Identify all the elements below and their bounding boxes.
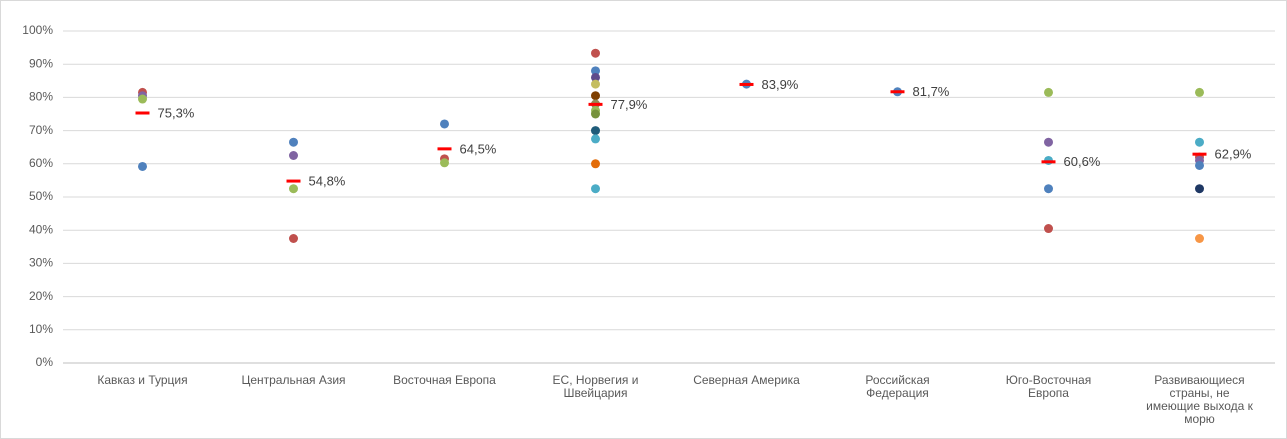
dot xyxy=(1195,160,1204,170)
dot xyxy=(591,91,600,101)
dot xyxy=(591,72,600,82)
y-tick-label: 60% xyxy=(29,156,53,170)
x-tick-label: Северная Америка xyxy=(693,373,800,387)
dot xyxy=(138,161,147,171)
dot xyxy=(1044,87,1053,97)
dot xyxy=(289,234,298,243)
dot xyxy=(591,109,600,119)
dot xyxy=(591,134,600,144)
mean-marker xyxy=(588,102,603,106)
dot xyxy=(289,151,298,160)
x-tick-label: Развивающиеся страны, не имеющие выхода … xyxy=(1146,373,1253,426)
dot xyxy=(591,159,600,169)
mean-marker xyxy=(1041,160,1056,164)
mean-marker xyxy=(286,179,301,183)
y-tick-label: 0% xyxy=(36,355,54,369)
mean-marker xyxy=(135,111,150,115)
y-tick-label: 90% xyxy=(29,56,53,70)
dot xyxy=(591,79,600,89)
dot xyxy=(1195,137,1204,147)
mean-marker xyxy=(890,90,905,94)
mean-label: 64,5% xyxy=(460,141,497,156)
x-tick-label: Российская Федерация xyxy=(865,373,930,400)
y-tick-label: 30% xyxy=(29,256,53,270)
dot xyxy=(138,94,147,104)
dot xyxy=(289,184,298,194)
mean-marker xyxy=(739,82,754,86)
y-tick-label: 50% xyxy=(29,189,53,203)
dot xyxy=(440,119,449,129)
dot xyxy=(591,48,600,58)
x-tick-label: Юго-Восточная Европа xyxy=(1005,373,1092,400)
mean-marker xyxy=(437,147,452,151)
dot xyxy=(289,137,298,147)
x-tick-label: Центральная Азия xyxy=(241,373,346,387)
x-tick-label: Кавказ и Турция xyxy=(97,373,188,387)
dot xyxy=(591,126,600,136)
dot xyxy=(1044,137,1053,147)
mean-label: 54,8% xyxy=(309,174,346,189)
dot xyxy=(1195,184,1204,194)
dot xyxy=(1044,224,1053,234)
mean-label: 83,9% xyxy=(762,77,799,92)
y-tick-label: 100% xyxy=(22,23,53,37)
dot xyxy=(440,158,449,168)
y-tick-label: 40% xyxy=(29,222,53,236)
mean-label: 81,7% xyxy=(913,84,950,99)
mean-label: 62,9% xyxy=(1215,147,1252,162)
dot xyxy=(591,184,600,194)
x-tick-label: Восточная Европа xyxy=(393,373,496,387)
mean-label: 60,6% xyxy=(1064,154,1101,169)
dot xyxy=(1195,234,1204,243)
dot xyxy=(1044,184,1053,194)
mean-label: 77,9% xyxy=(611,97,648,112)
y-tick-label: 80% xyxy=(29,90,53,104)
x-tick-label: ЕС, Норвегия и Швейцария xyxy=(552,373,639,400)
mean-label: 75,3% xyxy=(158,105,195,120)
dot xyxy=(591,66,600,76)
y-tick-label: 20% xyxy=(29,289,53,303)
dot xyxy=(1195,87,1204,97)
y-tick-label: 10% xyxy=(29,322,53,336)
mean-marker xyxy=(1192,152,1207,156)
y-tick-label: 70% xyxy=(29,123,53,137)
